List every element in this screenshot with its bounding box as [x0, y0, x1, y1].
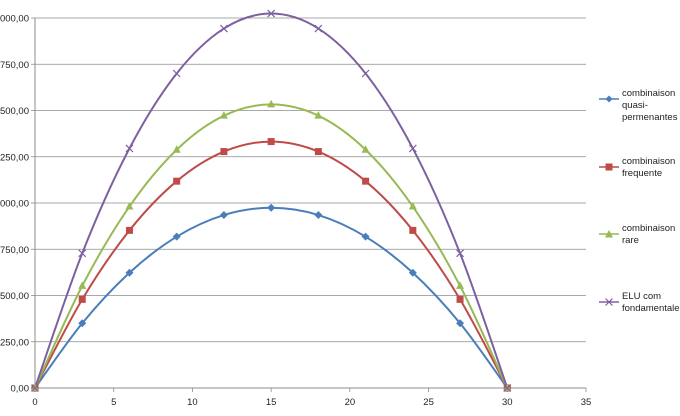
- series-elu-marker: [267, 9, 276, 18]
- series-rare-marker: [125, 202, 134, 210]
- y-tick-label: 500,00: [0, 291, 29, 302]
- x-tick-label: 0: [32, 397, 37, 408]
- series-elu-marker: [31, 384, 39, 392]
- y-tick-labels: 0,00 250,00 500,00 750,00 1000,00 1250,00 1500…: [0, 14, 29, 395]
- legend-label: combinaison quasi-permenantes: [622, 88, 678, 123]
- series-quasi-permanentes-marker: [219, 211, 228, 220]
- x-tick-label: 25: [423, 397, 434, 408]
- series-elu-marker: [361, 69, 370, 78]
- legend-key-triangle: [599, 230, 619, 238]
- series-elu-marker: [503, 384, 512, 392]
- series-rare-marker: [78, 281, 87, 289]
- series-quasi-permanentes-marker: [408, 268, 417, 277]
- x-tick-label: 30: [502, 397, 513, 408]
- series-markers: [31, 9, 512, 392]
- legend-key-square: [599, 163, 619, 171]
- series-rare-marker: [172, 145, 181, 153]
- series-quasi-permanentes-marker: [361, 232, 370, 241]
- series-elu-marker: [219, 24, 228, 33]
- x-tick-label: 10: [187, 397, 198, 408]
- axes: [31, 17, 587, 392]
- y-tick-label: 1750,00: [0, 60, 29, 71]
- legend-label: combinaison rare: [622, 223, 676, 246]
- series-quasi-permanentes-marker: [125, 268, 134, 277]
- y-tick-label: 1250,00: [0, 152, 29, 163]
- series-rare-line: [34, 103, 509, 389]
- legend-label: combinaison frequente: [622, 156, 676, 179]
- legend-label: ELU com fondamentale: [622, 291, 680, 314]
- series-rare-marker: [267, 99, 276, 108]
- series-rare-marker: [219, 111, 228, 119]
- gridlines: [35, 17, 586, 343]
- series-frequente-marker: [267, 138, 275, 146]
- x-tick-label: 35: [581, 397, 592, 408]
- series-elu-marker: [125, 144, 134, 153]
- series-elu-marker: [456, 249, 464, 258]
- series-rare-marker: [314, 111, 323, 119]
- x-tick-label: 15: [266, 397, 277, 408]
- series-elu-marker: [314, 24, 323, 33]
- series-frequente-marker: [314, 148, 322, 156]
- series-frequente-line: [34, 140, 509, 389]
- y-tick-label: 1500,00: [0, 106, 29, 117]
- series-frequente-marker: [409, 226, 417, 234]
- series-rare-marker: [456, 281, 465, 289]
- y-tick-label: 0,00: [11, 384, 30, 395]
- series-frequente-marker: [456, 295, 464, 303]
- series-lines: [34, 12, 509, 389]
- series-frequente-marker: [125, 226, 133, 234]
- series-rare-marker: [361, 145, 370, 153]
- y-tick-label: 250,00: [0, 337, 29, 348]
- series-quasi-permanentes-marker: [78, 319, 87, 328]
- series-frequente-marker: [362, 177, 370, 185]
- series-rare-marker: [408, 202, 417, 210]
- series-quasi-permanentes-marker: [267, 203, 276, 212]
- series-frequente-marker: [173, 177, 181, 185]
- series-elu-marker: [172, 69, 181, 78]
- legend-key-diamond: [599, 95, 619, 103]
- series-quasi-permanentes-marker: [314, 211, 323, 220]
- x-tick-labels: 0 5 10 15 20 25 30 35: [32, 397, 591, 408]
- x-tick-label: 20: [345, 397, 356, 408]
- x-tick-label: 5: [111, 397, 116, 408]
- y-tick-label: 2000,00: [0, 14, 29, 25]
- series-quasi-permanentes-marker: [172, 232, 181, 241]
- series-frequente-marker: [78, 295, 86, 303]
- series-quasi-permanentes-marker: [456, 319, 465, 328]
- series-frequente-marker: [220, 148, 228, 156]
- y-tick-label: 750,00: [0, 245, 29, 256]
- series-quasi-permanentes-line: [34, 206, 509, 389]
- series-elu-marker: [78, 249, 87, 258]
- legend-key-x: [599, 298, 619, 306]
- y-tick-label: 1000,00: [0, 199, 29, 210]
- series-elu-marker: [408, 144, 417, 153]
- series-elu-line: [34, 12, 509, 389]
